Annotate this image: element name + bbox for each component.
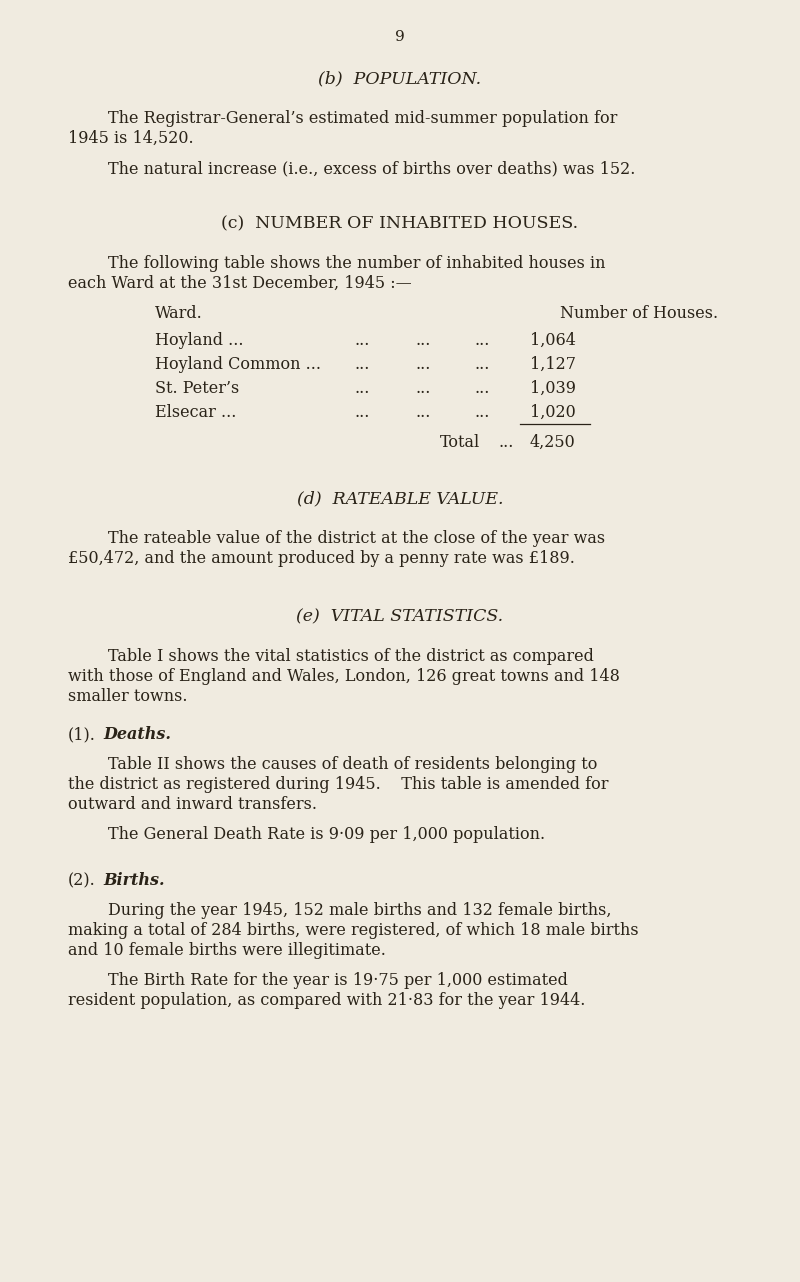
Text: resident population, as compared with 21·83 for the year 1944.: resident population, as compared with 21…	[68, 992, 586, 1009]
Text: Births.: Births.	[103, 872, 165, 888]
Text: The General Death Rate is 9·09 per 1,000 population.: The General Death Rate is 9·09 per 1,000…	[108, 826, 545, 844]
Text: (e)  VITAL STATISTICS.: (e) VITAL STATISTICS.	[297, 608, 503, 626]
Text: (2).: (2).	[68, 872, 96, 888]
Text: ...: ...	[355, 356, 370, 373]
Text: Number of Houses.: Number of Houses.	[560, 305, 718, 322]
Text: ...: ...	[475, 356, 490, 373]
Text: Elsecar ...: Elsecar ...	[155, 404, 236, 420]
Text: the district as registered during 1945.    This table is amended for: the district as registered during 1945. …	[68, 776, 609, 794]
Text: £50,472, and the amount produced by a penny rate was £189.: £50,472, and the amount produced by a pe…	[68, 550, 575, 567]
Text: St. Peter’s: St. Peter’s	[155, 379, 239, 397]
Text: The Birth Rate for the year is 19·75 per 1,000 estimated: The Birth Rate for the year is 19·75 per…	[108, 972, 568, 988]
Text: making a total of 284 births, were registered, of which 18 male births: making a total of 284 births, were regis…	[68, 922, 638, 938]
Text: ...: ...	[475, 379, 490, 397]
Text: Hoyland Common ...: Hoyland Common ...	[155, 356, 321, 373]
Text: Deaths.: Deaths.	[103, 726, 171, 744]
Text: ...: ...	[415, 332, 430, 349]
Text: The rateable value of the district at the close of the year was: The rateable value of the district at th…	[108, 529, 605, 547]
Text: 9: 9	[395, 29, 405, 44]
Text: (1).: (1).	[68, 726, 96, 744]
Text: ...: ...	[355, 379, 370, 397]
Text: (b)  POPULATION.: (b) POPULATION.	[318, 71, 482, 87]
Text: Total: Total	[440, 435, 480, 451]
Text: ...: ...	[415, 379, 430, 397]
Text: smaller towns.: smaller towns.	[68, 688, 187, 705]
Text: ...: ...	[415, 404, 430, 420]
Text: ...: ...	[475, 404, 490, 420]
Text: ...: ...	[355, 332, 370, 349]
Text: with those of England and Wales, London, 126 great towns and 148: with those of England and Wales, London,…	[68, 668, 620, 685]
Text: The following table shows the number of inhabited houses in: The following table shows the number of …	[108, 255, 606, 272]
Text: ...: ...	[415, 356, 430, 373]
Text: (c)  NUMBER OF INHABITED HOUSES.: (c) NUMBER OF INHABITED HOUSES.	[222, 215, 578, 232]
Text: and 10 female births were illegitimate.: and 10 female births were illegitimate.	[68, 942, 386, 959]
Text: 1,039: 1,039	[530, 379, 576, 397]
Text: The Registrar-General’s estimated mid-summer population for: The Registrar-General’s estimated mid-su…	[108, 110, 618, 127]
Text: ...: ...	[498, 435, 514, 451]
Text: each Ward at the 31st December, 1945 :—: each Ward at the 31st December, 1945 :—	[68, 276, 412, 292]
Text: 1,020: 1,020	[530, 404, 576, 420]
Text: Ward.: Ward.	[155, 305, 202, 322]
Text: ...: ...	[475, 332, 490, 349]
Text: 4,250: 4,250	[530, 435, 576, 451]
Text: Hoyland ...: Hoyland ...	[155, 332, 243, 349]
Text: (d)  RATEABLE VALUE.: (d) RATEABLE VALUE.	[297, 490, 503, 506]
Text: During the year 1945, 152 male births and 132 female births,: During the year 1945, 152 male births an…	[108, 903, 611, 919]
Text: 1945 is 14,520.: 1945 is 14,520.	[68, 129, 194, 147]
Text: Table I shows the vital statistics of the district as compared: Table I shows the vital statistics of th…	[108, 647, 594, 665]
Text: outward and inward transfers.: outward and inward transfers.	[68, 796, 317, 813]
Text: The natural increase (i.e., excess of births over deaths) was 152.: The natural increase (i.e., excess of bi…	[108, 160, 635, 177]
Text: ...: ...	[355, 404, 370, 420]
Text: 1,064: 1,064	[530, 332, 576, 349]
Text: Table II shows the causes of death of residents belonging to: Table II shows the causes of death of re…	[108, 756, 598, 773]
Text: 1,127: 1,127	[530, 356, 576, 373]
